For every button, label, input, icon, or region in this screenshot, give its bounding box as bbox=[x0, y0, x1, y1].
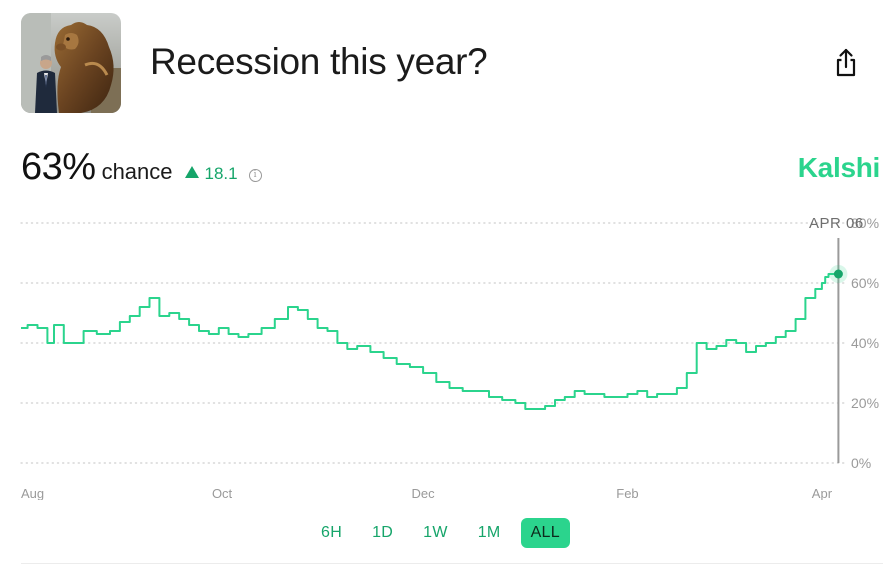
info-icon[interactable]: i bbox=[248, 168, 262, 182]
cursor-date-label: APR 06 bbox=[809, 215, 864, 232]
market-title: Recession this year? bbox=[150, 41, 488, 82]
time-range-selector: 6H 1D 1W 1M ALL bbox=[311, 518, 580, 548]
grid-lines bbox=[20, 222, 846, 464]
hover-cursor: APR 06 bbox=[809, 215, 864, 463]
share-button[interactable] bbox=[831, 47, 861, 79]
x-tick-label: Feb bbox=[616, 486, 638, 500]
probability-label: chance bbox=[101, 159, 173, 184]
range-1w-button[interactable]: 1W bbox=[423, 524, 448, 541]
x-tick-label: Aug bbox=[21, 486, 44, 500]
x-axis-ticks: Aug Oct Dec Feb Apr bbox=[21, 486, 833, 500]
x-tick-label: Apr bbox=[812, 486, 833, 500]
x-tick-label: Oct bbox=[212, 486, 233, 500]
series-lines bbox=[21, 273, 839, 410]
y-tick-label: 80% bbox=[851, 215, 879, 231]
y-tick-label: 20% bbox=[851, 395, 879, 411]
range-1d-button[interactable]: 1D bbox=[372, 524, 394, 541]
brand-logo[interactable]: Kalshi bbox=[797, 152, 881, 183]
probability-delta: 18.1 bbox=[184, 164, 238, 184]
triangle-up-icon bbox=[184, 166, 199, 178]
probability-value: 63% bbox=[21, 146, 96, 188]
y-tick-label: 60% bbox=[851, 275, 879, 291]
range-6h-button[interactable]: 6H bbox=[321, 524, 343, 541]
divider bbox=[21, 563, 883, 564]
probability-row: 63% chance 18.1 i bbox=[21, 146, 262, 190]
market-thumbnail bbox=[21, 13, 121, 113]
bear-statue-photo bbox=[21, 13, 121, 113]
y-tick-label: 0% bbox=[851, 455, 871, 471]
delta-value: 18.1 bbox=[204, 164, 238, 183]
y-tick-label: 40% bbox=[851, 335, 879, 351]
series-line bbox=[21, 273, 839, 410]
y-axis-ticks: 0% 20% 40% 60% 80% bbox=[851, 215, 879, 471]
share-icon bbox=[836, 48, 856, 77]
x-tick-label: Dec bbox=[412, 486, 436, 500]
probability-chart[interactable]: 0% 20% 40% 60% 80% Aug Oct Dec Feb Apr APR 06 bbox=[0, 200, 893, 500]
current-point bbox=[833, 269, 843, 279]
range-all-button[interactable]: ALL bbox=[520, 518, 570, 548]
range-1m-button[interactable]: 1M bbox=[477, 524, 501, 541]
